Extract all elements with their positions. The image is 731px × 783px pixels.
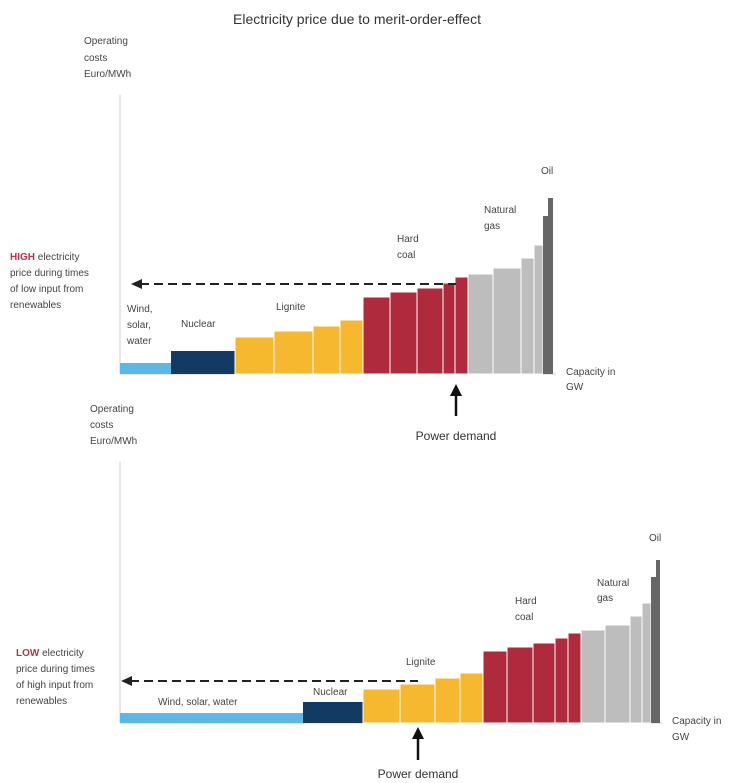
top-bar-coal-2 — [389, 291, 418, 375]
top-bar-renewables — [120, 363, 171, 374]
bottom-label-nuclear: Nuclear — [313, 687, 348, 698]
bottom-price-arrowhead — [121, 676, 132, 686]
top-bar-gas-3 — [520, 257, 535, 375]
top-label-oil: Oil — [541, 166, 553, 177]
bottom-bar-gas-4 — [641, 602, 652, 724]
bottom-bar-coal-1 — [482, 650, 508, 724]
bottom-label-oil: Oil — [649, 533, 661, 544]
bottom-bar-coal-2 — [506, 646, 534, 724]
bottom-bar-gas-2 — [604, 624, 631, 724]
bottom-panel: Operating costs Euro/MWh Capacity in GW — [16, 404, 724, 781]
top-bar-lignite-4 — [339, 319, 364, 375]
bottom-bar-oil-1 — [651, 577, 656, 723]
bottom-demand-label: Power demand — [378, 767, 459, 781]
top-bar-nuclear — [171, 351, 235, 374]
top-label-lignite: Lignite — [276, 302, 306, 313]
top-bars-oil — [543, 198, 553, 374]
top-bar-oil-1 — [543, 216, 548, 374]
bottom-bar-oil-2 — [656, 560, 660, 723]
top-x-axis-label: Capacity in GW — [566, 367, 618, 393]
top-bars-gas — [467, 244, 544, 375]
top-bar-oil-2 — [548, 198, 553, 374]
bottom-demand-arrowhead — [412, 727, 424, 739]
top-demand-label: Power demand — [416, 429, 497, 443]
bottom-bar-gas-3 — [629, 615, 643, 724]
top-label-coal: Hard coal — [397, 234, 421, 261]
top-price-arrowhead — [131, 279, 142, 289]
bottom-bar-renewables — [120, 713, 303, 723]
bottom-bars-lignite — [362, 672, 484, 724]
bottom-bar-coal-5 — [567, 632, 582, 724]
bottom-bar-coal-4 — [554, 637, 569, 724]
bottom-bar-lignite-3 — [434, 677, 461, 724]
bottom-bars-oil — [651, 560, 660, 723]
top-bar-gas-2 — [492, 267, 522, 375]
bottom-label-gas: Natural gas — [597, 578, 632, 604]
top-panel: Operating costs Euro/MWh Capacity in GW — [10, 36, 618, 443]
bottom-bar-lignite-1 — [362, 688, 401, 724]
top-bar-lignite-2 — [273, 330, 314, 375]
bottom-label-coal: Hard coal — [515, 596, 539, 623]
bottom-label-lignite: Lignite — [406, 657, 436, 668]
top-demand-arrowhead — [450, 384, 462, 396]
bottom-bar-gas-1 — [580, 629, 606, 724]
bottom-x-axis-label: Capacity in GW — [672, 716, 724, 743]
bottom-bar-lignite-4 — [459, 672, 484, 724]
top-label-renewables: Wind, solar, water — [126, 304, 155, 347]
top-bar-lignite-3 — [312, 325, 341, 375]
top-bar-lignite-1 — [234, 336, 275, 375]
top-bar-gas-1 — [467, 273, 494, 375]
diagram-title: Electricity price due to merit-order-eff… — [233, 11, 481, 27]
bottom-y-axis-label: Operating costs Euro/MWh — [90, 404, 137, 447]
top-bars-lignite — [234, 319, 364, 375]
top-price-annotation: HIGH electricity price during times of l… — [10, 252, 92, 311]
top-bar-coal-4 — [442, 282, 456, 375]
bottom-price-annotation: LOW electricity price during times of hi… — [16, 648, 98, 707]
bottom-bar-lignite-2 — [399, 683, 436, 724]
top-bar-gas-4 — [533, 244, 544, 375]
top-label-gas: Natural gas — [484, 205, 519, 232]
top-bar-coal-3 — [416, 287, 444, 375]
top-bar-coal-5 — [454, 276, 469, 375]
bottom-label-renewables: Wind, solar, water — [158, 697, 238, 708]
top-label-nuclear: Nuclear — [181, 319, 216, 330]
bottom-bar-coal-3 — [532, 642, 556, 724]
top-bars-coal — [362, 276, 469, 375]
bottom-bar-nuclear — [303, 702, 363, 723]
bottom-bars-gas — [580, 602, 652, 724]
bottom-bars-coal — [482, 632, 582, 724]
top-bar-coal-1 — [362, 296, 391, 375]
top-y-axis-label: Operating costs Euro/MWh — [84, 36, 131, 80]
